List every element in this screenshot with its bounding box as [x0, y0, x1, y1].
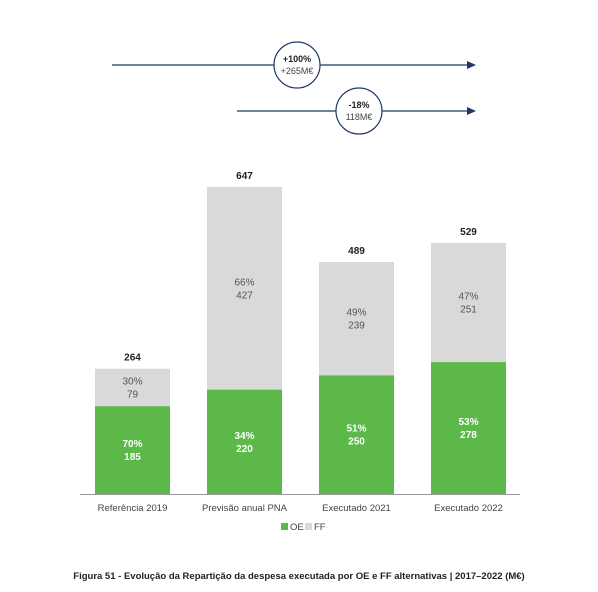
annotation-line1: -18% — [348, 100, 369, 110]
x-tick-label: Executado 2021 — [322, 503, 391, 514]
bar-total-label: 647 — [236, 171, 253, 182]
oe-pct-label: 34% — [234, 431, 254, 442]
oe-value-label: 220 — [236, 444, 253, 455]
ff-pct-label: 66% — [234, 277, 254, 288]
bar-total-label: 529 — [460, 227, 477, 238]
x-tick-label: Referência 2019 — [98, 503, 168, 514]
annotation-line2: 118M€ — [346, 112, 373, 122]
annotation-line1: +100% — [283, 54, 311, 64]
ff-pct-label: 49% — [346, 308, 366, 319]
bar-oe — [431, 362, 506, 494]
bar-ff — [319, 261, 394, 376]
legend-swatch-ff — [305, 523, 312, 530]
legend-swatch-oe — [281, 523, 288, 530]
bar-oe — [207, 389, 282, 494]
ff-pct-label: 47% — [458, 292, 478, 303]
bar-total-label: 489 — [348, 246, 365, 257]
annotation-circle — [273, 41, 321, 89]
annotation-circle — [335, 87, 383, 135]
oe-value-label: 278 — [460, 430, 477, 441]
bar-ff — [95, 368, 170, 407]
annotation-line2: +265M€ — [281, 66, 314, 76]
annotation-arrow-head — [467, 61, 476, 69]
ff-value-label: 239 — [348, 321, 365, 332]
ff-value-label: 427 — [236, 290, 253, 301]
annotation-arrow-head — [467, 107, 476, 115]
x-tick-label: Previsão anual PNA — [202, 503, 288, 514]
ff-pct-label: 30% — [122, 376, 142, 387]
ff-value-label: 79 — [127, 389, 139, 400]
oe-value-label: 185 — [124, 452, 141, 463]
bar-ff — [207, 187, 282, 390]
oe-pct-label: 51% — [346, 424, 366, 435]
oe-pct-label: 70% — [122, 439, 142, 450]
bar-total-label: 264 — [124, 353, 141, 364]
oe-value-label: 250 — [348, 437, 365, 448]
bar-oe — [319, 375, 394, 494]
x-tick-label: Executado 2022 — [434, 503, 503, 514]
oe-pct-label: 53% — [458, 417, 478, 428]
legend-label-oe: OE — [290, 522, 304, 533]
bar-oe — [95, 406, 170, 494]
ff-value-label: 251 — [460, 305, 477, 316]
bar-ff — [431, 242, 506, 363]
figure-caption: Figura 51 - Evolução da Repartição da de… — [73, 571, 525, 582]
legend-label-ff: FF — [314, 522, 326, 533]
